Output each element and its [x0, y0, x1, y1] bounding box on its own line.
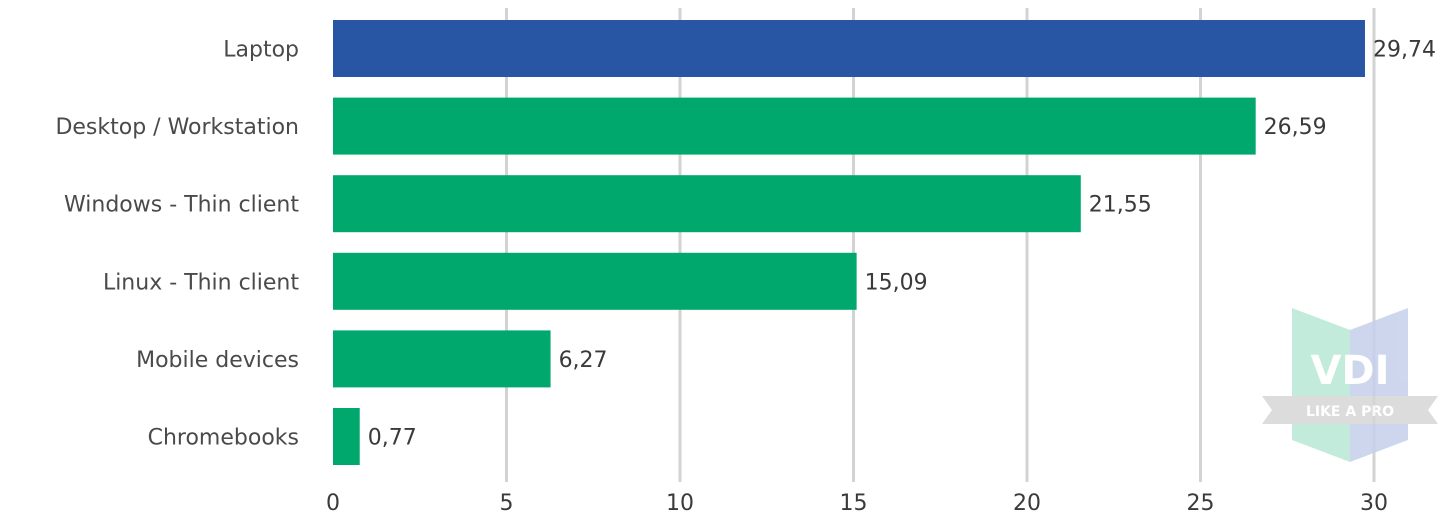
bar	[333, 20, 1365, 77]
data-label: 21,55	[1089, 193, 1152, 218]
bar	[333, 175, 1081, 233]
x-tick-label: 0	[326, 491, 340, 516]
bar	[333, 97, 1256, 155]
category-label: Laptop	[223, 38, 299, 63]
bar	[333, 408, 360, 465]
x-tick-label: 20	[1013, 491, 1041, 516]
x-tick-label: 15	[840, 491, 868, 516]
x-tick-label: 10	[666, 491, 694, 516]
x-tick-label: 30	[1360, 491, 1388, 516]
logo-title: VDI	[1310, 348, 1389, 394]
category-label: Windows - Thin client	[64, 193, 299, 218]
gridlines	[505, 8, 1376, 482]
x-tick-label: 5	[500, 491, 514, 516]
bar	[333, 252, 857, 310]
category-labels: Laptop Desktop / Workstation Windows - Thi…	[55, 38, 299, 451]
data-label: 6,27	[559, 348, 608, 373]
logo-ribbon	[1262, 396, 1438, 424]
category-label: Desktop / Workstation	[55, 115, 299, 140]
category-label: Linux - Thin client	[103, 270, 299, 295]
data-label: 15,09	[865, 270, 928, 295]
data-label: 0,77	[368, 426, 417, 451]
bar	[333, 330, 551, 388]
vdi-like-a-pro-logo: VDI LIKE A PRO	[1262, 308, 1438, 462]
data-label: 29,74	[1373, 38, 1436, 63]
data-label: 26,59	[1264, 115, 1327, 140]
x-tick-label: 25	[1187, 491, 1215, 516]
value-labels: 29,74 26,59 21,55 15,09 6,27 0,77	[368, 38, 1436, 451]
bars	[333, 20, 1365, 465]
x-axis-tick-labels: 0 5 10 15 20 25 30	[326, 491, 1388, 516]
logo-subtitle: LIKE A PRO	[1306, 404, 1394, 420]
category-label: Chromebooks	[148, 426, 299, 451]
category-label: Mobile devices	[136, 348, 299, 373]
